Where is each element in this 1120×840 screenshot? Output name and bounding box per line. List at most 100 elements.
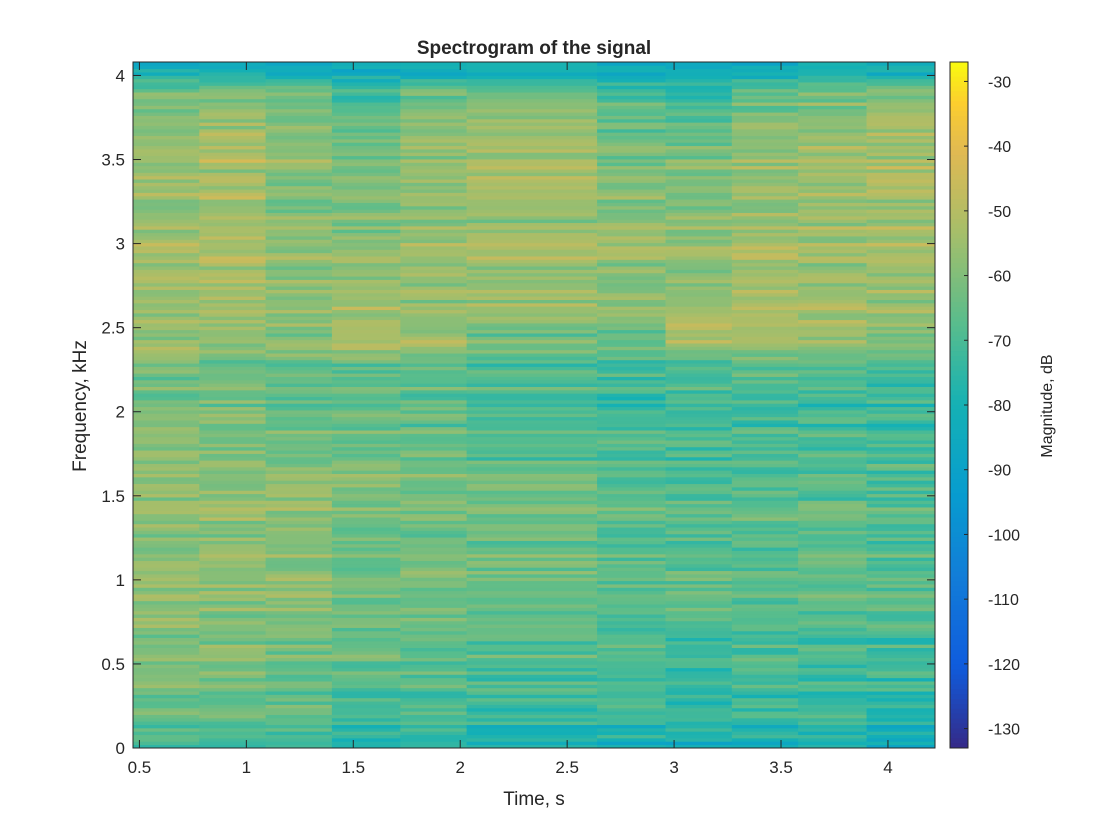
heatmap-cell bbox=[265, 590, 333, 595]
heatmap-cell bbox=[731, 62, 799, 66]
heatmap-cell bbox=[133, 162, 200, 167]
heatmap-cell bbox=[466, 570, 598, 575]
heatmap-cell bbox=[731, 654, 799, 659]
heatmap-cell bbox=[665, 727, 733, 732]
heatmap-cell bbox=[665, 681, 733, 685]
heatmap-cell bbox=[798, 721, 867, 725]
heatmap-cell bbox=[466, 550, 598, 555]
heatmap-cell bbox=[731, 533, 799, 538]
heatmap-cell bbox=[597, 159, 666, 163]
heatmap-cell bbox=[866, 286, 936, 290]
heatmap-cell bbox=[798, 246, 867, 250]
colorbar-swatch bbox=[950, 213, 968, 220]
heatmap-cell bbox=[731, 289, 799, 294]
heatmap-cell bbox=[731, 306, 799, 311]
heatmap-cell bbox=[798, 537, 867, 541]
heatmap-cell bbox=[265, 450, 333, 454]
heatmap-cell bbox=[133, 292, 200, 297]
heatmap-cell bbox=[665, 219, 733, 224]
heatmap-cell bbox=[866, 567, 936, 572]
heatmap-cell bbox=[265, 493, 333, 498]
heatmap-cell bbox=[731, 249, 799, 254]
heatmap-cell bbox=[133, 115, 200, 120]
heatmap-cell bbox=[133, 674, 200, 679]
heatmap-cell bbox=[798, 490, 867, 495]
heatmap-cell bbox=[133, 701, 200, 705]
heatmap-cell bbox=[597, 225, 666, 230]
heatmap-cell bbox=[265, 222, 333, 227]
heatmap-cell bbox=[866, 661, 936, 665]
heatmap-cell bbox=[199, 426, 266, 431]
heatmap-cell bbox=[331, 105, 401, 110]
heatmap-cell bbox=[798, 677, 867, 682]
heatmap-cell bbox=[866, 624, 936, 628]
heatmap-cell bbox=[597, 627, 666, 632]
heatmap-cell bbox=[665, 697, 733, 702]
heatmap-cell bbox=[199, 346, 266, 351]
heatmap-cell bbox=[665, 657, 733, 662]
heatmap-cell bbox=[866, 302, 936, 307]
heatmap-cell bbox=[597, 476, 666, 481]
heatmap-cell bbox=[331, 82, 401, 86]
heatmap-cell bbox=[331, 443, 401, 448]
heatmap-cell bbox=[597, 490, 666, 495]
heatmap-cell bbox=[798, 359, 867, 364]
heatmap-cell bbox=[731, 577, 799, 582]
heatmap-cell bbox=[466, 366, 598, 371]
heatmap-cell bbox=[331, 282, 401, 287]
heatmap-cell bbox=[466, 272, 598, 277]
heatmap-cell bbox=[665, 98, 733, 103]
heatmap-cell bbox=[597, 122, 666, 126]
heatmap-cell bbox=[597, 299, 666, 304]
heatmap-cell bbox=[466, 122, 598, 126]
heatmap-cell bbox=[331, 600, 401, 605]
heatmap-cell bbox=[665, 711, 733, 715]
heatmap-cell bbox=[466, 681, 598, 685]
heatmap-cell bbox=[400, 426, 468, 431]
heatmap-cell bbox=[597, 373, 666, 377]
colorbar: -30-40-50-60-70-80-90-100-110-120-130 bbox=[949, 61, 1020, 749]
heatmap-cell bbox=[665, 212, 733, 217]
heatmap-cell bbox=[665, 145, 733, 150]
heatmap-cell bbox=[199, 517, 266, 521]
heatmap-cell bbox=[798, 353, 867, 357]
colorbar-swatch bbox=[950, 370, 968, 377]
heatmap-cell bbox=[265, 490, 333, 495]
heatmap-cell bbox=[133, 664, 200, 669]
heatmap-cell bbox=[265, 389, 333, 394]
heatmap-cell bbox=[133, 95, 200, 100]
heatmap-cell bbox=[665, 707, 733, 712]
heatmap-cell bbox=[466, 152, 598, 157]
colorbar-swatch bbox=[950, 375, 968, 381]
heatmap-cell bbox=[597, 363, 666, 367]
heatmap-cell bbox=[597, 486, 666, 491]
heatmap-cell bbox=[331, 75, 401, 80]
heatmap-cell bbox=[597, 513, 666, 518]
colorbar-swatch bbox=[950, 547, 968, 553]
heatmap-cell bbox=[665, 463, 733, 468]
heatmap-cell bbox=[265, 396, 333, 401]
heatmap-cell bbox=[133, 219, 200, 224]
colorbar-swatch bbox=[950, 532, 968, 538]
heatmap-cell bbox=[199, 205, 266, 210]
heatmap-cell bbox=[400, 711, 468, 715]
heatmap-cell bbox=[798, 118, 867, 123]
heatmap-cell bbox=[199, 68, 266, 73]
heatmap-cell bbox=[199, 343, 266, 347]
heatmap-cell bbox=[199, 98, 266, 103]
heatmap-cell bbox=[866, 570, 936, 575]
heatmap-cell bbox=[597, 463, 666, 468]
heatmap-cell bbox=[731, 697, 799, 702]
heatmap-cell bbox=[199, 490, 266, 495]
heatmap-cell bbox=[731, 262, 799, 267]
heatmap-cell bbox=[133, 68, 200, 73]
heatmap-cell bbox=[400, 179, 468, 183]
heatmap-cell bbox=[665, 165, 733, 170]
heatmap-cell bbox=[199, 553, 266, 558]
heatmap-cell bbox=[400, 75, 468, 80]
heatmap-cell bbox=[199, 463, 266, 468]
heatmap-cell bbox=[597, 416, 666, 421]
heatmap-cell bbox=[331, 563, 401, 568]
heatmap-cell bbox=[466, 503, 598, 508]
heatmap-cell bbox=[798, 430, 867, 434]
